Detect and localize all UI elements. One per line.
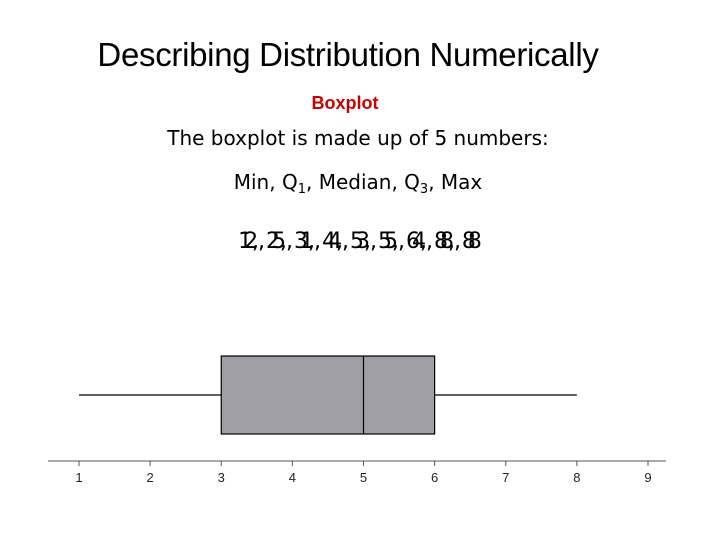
- data-values: 1, 2, 3, 4, 5, 5, 6, 8, 8 2, 5, 1, 4, 3,…: [0, 229, 720, 263]
- median-label: , Median,: [305, 170, 398, 194]
- iqr-box: [220, 355, 436, 435]
- q3-letter: Q: [404, 170, 420, 194]
- q1-letter: Q: [281, 170, 298, 194]
- slide-subtitle: Boxplot: [311, 93, 379, 113]
- x-tick-label: 1: [75, 470, 82, 485]
- data-line-raw: 2, 5, 1, 4, 3, 5, 4, 8, 8: [244, 229, 482, 254]
- five-number-summary: Min, Q1, Median, Q3, Max: [0, 170, 716, 197]
- x-tick-label: 5: [360, 470, 367, 485]
- q1-subscript: 1: [297, 182, 306, 197]
- description-text: The boxplot is made up of 5 numbers:: [167, 126, 549, 150]
- x-tick-label: 3: [218, 470, 225, 485]
- min-label: Min,: [233, 170, 276, 194]
- x-tick-label: 7: [502, 470, 509, 485]
- data-line-sorted: 1, 2, 3, 4, 5, 5, 6, 8, 8: [238, 229, 476, 254]
- x-tick-label: 2: [147, 470, 154, 485]
- slide-title: Describing Distribution Numerically: [97, 36, 599, 73]
- q3-subscript: 3: [419, 182, 429, 197]
- x-tick-label: 4: [289, 470, 296, 485]
- x-tick-label: 8: [573, 470, 580, 485]
- x-tick-label: 9: [644, 470, 651, 485]
- x-tick-label: 6: [431, 470, 438, 485]
- max-label: , Max: [428, 170, 483, 194]
